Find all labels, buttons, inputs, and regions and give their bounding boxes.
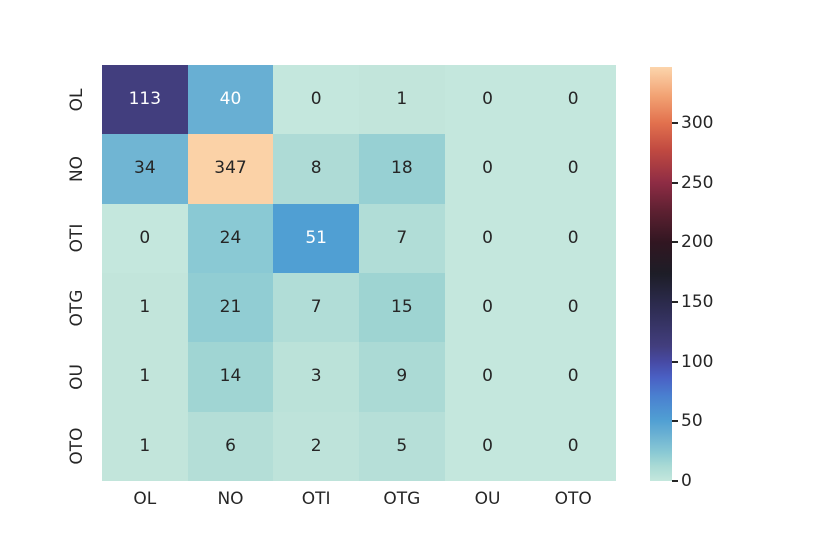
colorbar-tickmark-100 xyxy=(672,360,678,363)
colorbar-tick-label-300: 300 xyxy=(681,113,714,134)
heatmap-cell-OTO-OL: 1 xyxy=(102,411,188,481)
heatmap-cell-OU-OU: 0 xyxy=(444,342,531,412)
colorbar-tickmark-250 xyxy=(672,181,678,184)
colorbar-tickmark-50 xyxy=(672,420,678,423)
colorbar-tickmark-0 xyxy=(672,480,678,482)
heatmap-cell-OTI-OTO: 0 xyxy=(530,203,616,273)
heatmap-cell-OTI-OL: 0 xyxy=(102,203,188,273)
y-tick-label-OTO: OTO xyxy=(67,427,87,465)
x-tick-label-OL: OL xyxy=(133,489,157,509)
heatmap-cell-OTO-OTO: 0 xyxy=(530,411,616,481)
colorbar-tick-label-100: 100 xyxy=(681,351,714,372)
heatmap-cell-NO-OTO: 0 xyxy=(530,134,616,204)
heatmap-cell-NO-NO: 347 xyxy=(187,134,274,204)
colorbar-tick-label-250: 250 xyxy=(681,172,714,193)
heatmap-cell-OTI-OTI: 51 xyxy=(273,203,359,273)
heatmap-cell-OU-OTI: 3 xyxy=(273,342,359,412)
x-tick-label-OTO: OTO xyxy=(554,489,592,509)
heatmap-cell-NO-OU: 0 xyxy=(444,134,531,204)
y-tick-label-OTG: OTG xyxy=(67,289,87,327)
x-tick-label-OU: OU xyxy=(474,489,501,509)
x-tick-label-OTG: OTG xyxy=(383,489,421,509)
x-tick-label-NO: NO xyxy=(217,489,244,509)
heatmap-cell-OL-OU: 0 xyxy=(444,65,531,135)
heatmap-cell-NO-OL: 34 xyxy=(102,134,188,204)
colorbar-tickmark-300 xyxy=(672,122,678,125)
y-tick-label-NO: NO xyxy=(67,155,87,183)
heatmap-cell-OTO-OU: 0 xyxy=(444,411,531,481)
heatmap-cell-OTG-OTO: 0 xyxy=(530,273,616,343)
heatmap-cell-OTO-OTG: 5 xyxy=(358,411,445,481)
colorbar-tick-label-150: 150 xyxy=(681,292,714,313)
colorbar-tick-label-200: 200 xyxy=(681,232,714,253)
heatmap-cell-OL-OTO: 0 xyxy=(530,65,616,135)
heatmap-cell-OU-NO: 14 xyxy=(187,342,274,412)
heatmap-cell-OTG-OL: 1 xyxy=(102,273,188,343)
colorbar xyxy=(650,67,672,481)
heatmap-cell-OU-OTO: 0 xyxy=(530,342,616,412)
y-tick-label-OTI: OTI xyxy=(67,223,87,253)
heatmap-cell-OL-OL: 113 xyxy=(102,65,188,135)
heatmap-cell-OTG-OTG: 15 xyxy=(358,273,445,343)
heatmap-grid: 113 40 0 1 0 0 34 347 8 18 0 0 0 24 51 7 0 0 1 21 7 15 0 0 1 14 3 9… xyxy=(102,65,616,481)
heatmap-cell-OTI-OTG: 7 xyxy=(358,203,445,273)
heatmap-cell-OL-OTG: 1 xyxy=(358,65,445,135)
heatmap-cell-OU-OL: 1 xyxy=(102,342,188,412)
heatmap-cell-OTO-OTI: 2 xyxy=(273,411,359,481)
heatmap-cell-OTI-NO: 24 xyxy=(187,203,274,273)
colorbar-tick-label-50: 50 xyxy=(681,411,703,432)
heatmap-cell-OTG-OU: 0 xyxy=(444,273,531,343)
heatmap-cell-OL-NO: 40 xyxy=(187,65,274,135)
heatmap-cell-OTG-NO: 21 xyxy=(187,273,274,343)
heatmap-cell-OTO-NO: 6 xyxy=(187,411,274,481)
colorbar-tick-label-0: 0 xyxy=(681,471,692,491)
heatmap-cell-OU-OTG: 9 xyxy=(358,342,445,412)
heatmap-cell-OL-OTI: 0 xyxy=(273,65,359,135)
y-tick-label-OL: OL xyxy=(67,88,87,112)
heatmap-cell-NO-OTG: 18 xyxy=(358,134,445,204)
colorbar-tickmark-200 xyxy=(672,241,678,244)
x-tick-label-OTI: OTI xyxy=(301,489,331,509)
y-tick-label-OU: OU xyxy=(67,364,87,390)
colorbar-tickmark-150 xyxy=(672,301,678,304)
heatmap-cell-NO-OTI: 8 xyxy=(273,134,359,204)
heatmap-cell-OTI-OU: 0 xyxy=(444,203,531,273)
heatmap-cell-OTG-OTI: 7 xyxy=(273,273,359,343)
